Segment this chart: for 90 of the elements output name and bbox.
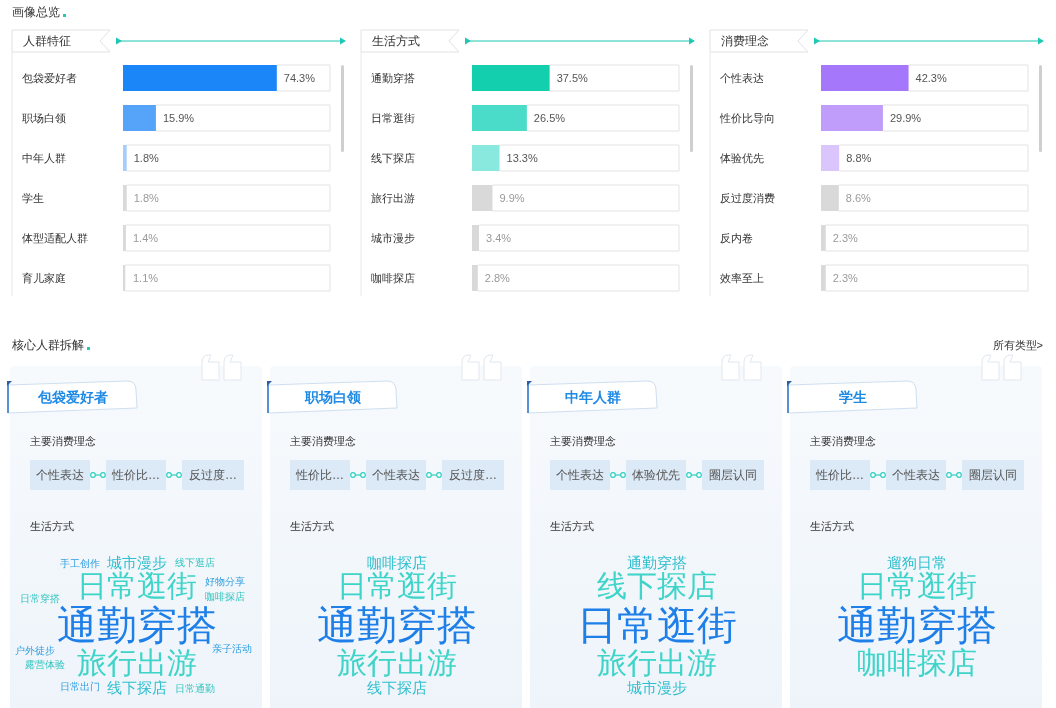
- category-label: 通勤穿搭: [371, 72, 415, 84]
- word: 咖啡探店: [857, 645, 977, 679]
- title: 人群特征: [23, 34, 71, 48]
- title: 生活方式: [372, 34, 420, 48]
- value-label: 9.9%: [499, 192, 525, 204]
- word: 亲子活动: [212, 642, 252, 654]
- title: 包袋爱好者: [38, 389, 108, 405]
- category-label: 育儿家庭: [22, 272, 66, 284]
- word: 日常出门: [60, 680, 100, 692]
- word: 露营体验: [25, 658, 65, 670]
- title: 职场白领: [305, 389, 361, 405]
- value-label: 2.3%: [832, 232, 858, 244]
- tag-label: 性价比…: [816, 468, 864, 482]
- tag-label: 反过度…: [449, 468, 497, 482]
- word: 手工创作: [60, 557, 100, 569]
- tag-label: 个性表达: [36, 468, 84, 482]
- title: 画像总览: [12, 5, 60, 19]
- value-label: 1.8%: [133, 192, 159, 204]
- tag-label: 反过度…: [189, 468, 237, 482]
- category-label: 学生: [22, 192, 44, 204]
- word: 旅行出游: [77, 645, 197, 679]
- value-label: 15.9%: [162, 112, 195, 124]
- word: 日常穿搭: [20, 592, 60, 604]
- title: 学生: [839, 389, 867, 405]
- word: 线下逛店: [175, 556, 215, 568]
- category-label: 性价比导向: [720, 112, 775, 124]
- category-label: 旅行出游: [371, 192, 415, 204]
- tag-label: 性价比…: [112, 468, 160, 482]
- category-label: 反内卷: [720, 232, 753, 244]
- annotation: 生活方式: [290, 520, 334, 532]
- title: 消费理念: [721, 34, 769, 48]
- word: 线下探店: [107, 678, 167, 696]
- word: 通勤穿搭: [627, 553, 687, 571]
- annotation: 生活方式: [30, 520, 74, 532]
- word: 线下探店: [367, 678, 427, 696]
- value-label: 26.5%: [533, 112, 566, 124]
- word: 日常逛街: [577, 603, 737, 647]
- value-label: 1.4%: [133, 232, 159, 244]
- word: 城市漫步: [627, 678, 687, 696]
- subtitle: 主要消费理念: [550, 435, 616, 447]
- value-label: 13.3%: [506, 152, 538, 164]
- value-label: 37.5%: [556, 72, 588, 84]
- category-label: 体验优先: [720, 152, 764, 164]
- tag-label: 体验优先: [632, 468, 680, 482]
- value-label: 29.9%: [889, 112, 922, 124]
- subtitle: 主要消费理念: [290, 435, 356, 447]
- category-label: 日常逛街: [371, 112, 415, 124]
- annotation: 所有类型>: [992, 339, 1043, 351]
- value-label: 1.1%: [133, 272, 159, 284]
- word: 户外徒步: [15, 644, 55, 656]
- annotation: 生活方式: [550, 520, 594, 532]
- category-label: 中年人群: [22, 152, 66, 164]
- word: 好物分享: [205, 575, 245, 587]
- category-label: 职场白领: [22, 112, 66, 124]
- category-label: 咖啡探店: [371, 272, 415, 284]
- category-label: 体型适配人群: [22, 232, 88, 244]
- word: 通勤穿搭: [317, 603, 477, 647]
- word: 旅行出游: [337, 645, 457, 679]
- category-label: 效率至上: [720, 272, 764, 284]
- word: 通勤穿搭: [837, 603, 997, 647]
- value-label: 2.3%: [832, 272, 858, 284]
- word: 咖啡探店: [367, 553, 427, 571]
- value-label: 8.8%: [846, 152, 872, 164]
- tag-label: 个性表达: [372, 468, 420, 482]
- category-label: 城市漫步: [371, 232, 415, 244]
- title: 中年人群: [565, 389, 621, 405]
- category-label: 个性表达: [720, 72, 764, 84]
- annotation: 生活方式: [810, 520, 854, 532]
- tag-label: 圈层认同: [709, 468, 757, 482]
- value-label: 42.3%: [915, 72, 947, 84]
- value-label: 8.6%: [845, 192, 871, 204]
- subtitle: 主要消费理念: [810, 435, 876, 447]
- tag-label: 圈层认同: [969, 468, 1017, 482]
- value-label: 74.3%: [283, 72, 315, 84]
- word: 咖啡探店: [205, 590, 245, 602]
- word: 旅行出游: [597, 645, 717, 679]
- tag-label: 个性表达: [892, 468, 940, 482]
- title: 核心人群拆解: [12, 338, 84, 352]
- word: 日常通勤: [175, 682, 215, 694]
- category-label: 包袋爱好者: [22, 72, 77, 84]
- value-label: 3.4%: [486, 232, 512, 244]
- value-label: 2.8%: [484, 272, 510, 284]
- word: 日常逛街: [337, 568, 457, 602]
- category-label: 反过度消费: [720, 192, 775, 204]
- subtitle: 主要消费理念: [30, 435, 96, 447]
- tag-label: 性价比…: [296, 468, 344, 482]
- word: 遛狗日常: [887, 553, 947, 571]
- value-label: 1.8%: [133, 152, 159, 164]
- category-label: 线下探店: [371, 152, 415, 164]
- tag-label: 个性表达: [556, 468, 604, 482]
